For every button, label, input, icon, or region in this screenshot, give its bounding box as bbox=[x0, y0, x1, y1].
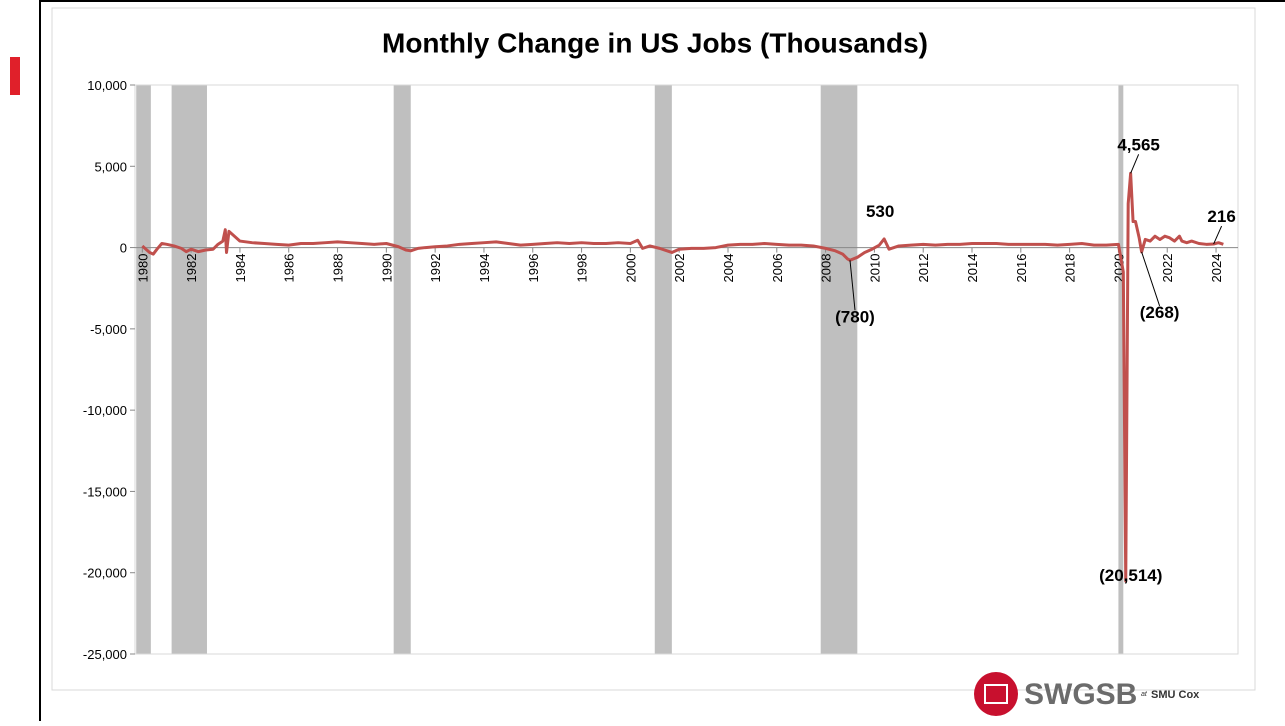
recession-band bbox=[820, 85, 858, 654]
x-tick-label: 2022 bbox=[1160, 254, 1175, 283]
x-tick-label: 1982 bbox=[184, 254, 199, 283]
y-tick-label: -20,000 bbox=[83, 566, 127, 581]
data-label: 4,565 bbox=[1117, 135, 1160, 154]
x-tick-label: 1984 bbox=[233, 254, 248, 283]
x-tick-label: 2000 bbox=[623, 254, 638, 283]
x-tick-label: 2008 bbox=[819, 254, 834, 283]
x-tick-label: 1988 bbox=[331, 254, 346, 283]
chart-title: Monthly Change in US Jobs (Thousands) bbox=[382, 27, 928, 58]
leader-line bbox=[1141, 251, 1161, 307]
accent-bar bbox=[10, 57, 20, 95]
y-tick-label: -15,000 bbox=[83, 484, 127, 499]
x-tick-label: 1998 bbox=[575, 254, 590, 283]
data-label: 530 bbox=[866, 202, 894, 221]
x-tick-label: 2018 bbox=[1063, 254, 1078, 283]
x-tick-label: 1994 bbox=[477, 254, 492, 283]
data-label: 216 bbox=[1207, 207, 1235, 226]
data-label: (780) bbox=[835, 307, 875, 326]
x-tick-label: 2012 bbox=[916, 254, 931, 283]
x-tick-label: 1990 bbox=[379, 254, 394, 283]
x-tick-label: 2006 bbox=[770, 254, 785, 283]
data-line bbox=[141, 171, 1224, 583]
x-tick-label: 2002 bbox=[672, 254, 687, 283]
leader-line bbox=[849, 260, 856, 311]
recession-band bbox=[1118, 85, 1124, 654]
y-tick-label: -10,000 bbox=[83, 403, 127, 418]
leader-line bbox=[1213, 225, 1223, 245]
chart-frame bbox=[51, 7, 1256, 691]
x-tick-label: 2010 bbox=[867, 254, 882, 283]
logo-text: at bbox=[1141, 691, 1148, 698]
logo-icon bbox=[984, 684, 1008, 704]
logo-text: SMU Cox bbox=[1151, 689, 1200, 701]
y-tick-label: 5,000 bbox=[94, 159, 127, 174]
x-tick-label: 1980 bbox=[135, 254, 150, 283]
y-tick-label: -5,000 bbox=[90, 322, 127, 337]
plot-area: -25,000 -20,000 -15,000 -10,000 -5,000 0 5,000… bbox=[83, 78, 1239, 662]
x-tick-label: 1992 bbox=[428, 254, 443, 283]
recession-band bbox=[654, 85, 672, 654]
y-tick-label: 0 bbox=[120, 241, 127, 256]
recession-band bbox=[393, 85, 411, 654]
logo: SWGSB at SMU Cox bbox=[974, 672, 1200, 716]
data-label: (20,514) bbox=[1099, 566, 1162, 585]
recession-band bbox=[171, 85, 207, 654]
y-tick-label: -25,000 bbox=[83, 647, 127, 662]
x-tick-label: 2016 bbox=[1014, 254, 1029, 283]
logo-text: SWGSB bbox=[1024, 678, 1137, 711]
data-label: (268) bbox=[1140, 303, 1180, 322]
leader-line bbox=[1130, 154, 1140, 174]
x-tick-label: 1986 bbox=[282, 254, 297, 283]
y-tick-label: 10,000 bbox=[87, 78, 127, 93]
x-tick-label: 2004 bbox=[721, 254, 736, 283]
recession-band bbox=[136, 85, 151, 654]
plot-border bbox=[134, 84, 1239, 655]
logo-icon bbox=[974, 672, 1018, 716]
x-tick-label: 1996 bbox=[526, 254, 541, 283]
x-tick-label: 2024 bbox=[1209, 254, 1224, 283]
x-tick-label: 2014 bbox=[965, 254, 980, 283]
